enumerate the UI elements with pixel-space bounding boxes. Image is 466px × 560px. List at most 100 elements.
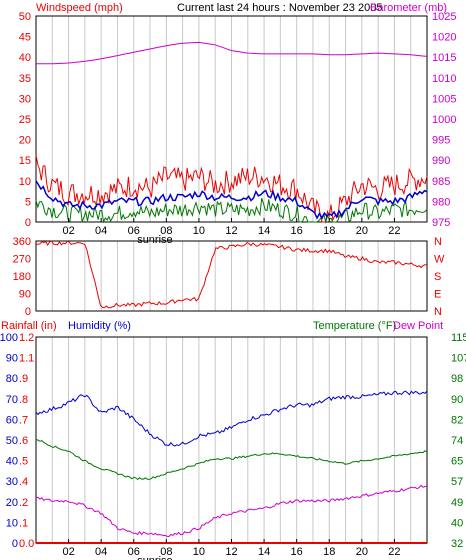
direction-gridlines (51, 241, 412, 311)
humidity-y-tick-label: 40 (6, 456, 18, 468)
temperature-y-tick-label: 32 (451, 538, 463, 550)
wind-low-line (35, 198, 428, 224)
humidity-y-ticks: 0 10 20 30 40 50 60 70 80 90 100 (0, 332, 18, 550)
humidity-y-tick-label: 90 (6, 353, 18, 365)
climate-x-tick-label: 22 (388, 546, 400, 558)
wind-y-tick-label: 45 (19, 32, 31, 44)
temperature-y-tick-label: 82 (451, 414, 463, 426)
humidity-axis-title: Humidity (%) (68, 320, 131, 332)
dewpoint-line (35, 484, 428, 538)
humidity-line (35, 390, 428, 447)
rainfall-y-tick-label: .8 (19, 394, 28, 406)
wind-y-tick-label: 5 (25, 196, 31, 208)
climate-x-tick-label: 20 (356, 546, 368, 558)
temperature-y-ticks: 32 40 49 57 65 74 82 90 98 107 115 (451, 332, 466, 550)
wind-gust-line (35, 155, 428, 223)
direction-plot-frame (35, 240, 428, 312)
barometer-y-tick-label: 1015 (432, 52, 456, 64)
climate-sunrise-label: sunrise (137, 555, 172, 560)
climate-gridlines (51, 337, 412, 543)
wind-x-tick-label: 08 (160, 225, 172, 237)
temperature-y-tick-label: 90 (451, 394, 463, 406)
barometer-y-tick-label: 1020 (432, 32, 456, 44)
temperature-y-tick-label: 115 (451, 332, 466, 344)
direction-degree-ticks: 0 90 180 270 360 (13, 236, 31, 318)
direction-compass-label: N (434, 306, 442, 318)
direction-degree-label: 270 (13, 254, 31, 266)
wind-sunrise-label: sunrise (137, 234, 172, 246)
direction-compass-label: S (434, 271, 441, 283)
climate-x-tick-label: 08 (160, 546, 172, 558)
barometer-axis-title: Barometer (mb) (370, 2, 447, 14)
humidity-y-tick-label: 0 (12, 538, 18, 550)
barometer-line (36, 41, 428, 65)
rainfall-y-tick-label: .5 (19, 456, 28, 468)
wind-x-tick-label: 22 (388, 225, 400, 237)
barometer-y-tick-label: 1010 (432, 73, 456, 85)
barometer-y-tick-label: 980 (432, 196, 450, 208)
rainfall-y-tick-label: .2 (19, 497, 28, 509)
windspeed-axis-title: Windspeed (mph) (36, 2, 123, 14)
barometer-y-tick-label: 995 (432, 135, 450, 147)
rainfall-y-tick-label: 1.2 (19, 332, 34, 344)
temperature-line (35, 438, 428, 481)
direction-compass-label: W (434, 254, 445, 266)
wind-x-tick-label: 10 (193, 225, 205, 237)
rainfall-y-tick-label: .9 (19, 373, 28, 385)
rainfall-y-tick-label: 0.0 (19, 538, 34, 550)
temperature-y-tick-label: 57 (451, 476, 463, 488)
wind-y-ticks: 0 5 10 15 20 25 30 35 40 45 50 (19, 11, 31, 229)
barometer-y-tick-label: 1005 (432, 93, 456, 105)
climate-x-tick-label: 14 (258, 546, 270, 558)
rainfall-y-tick-label: .1 (19, 517, 28, 529)
barometer-y-tick-label: 1000 (432, 114, 456, 126)
temperature-y-tick-label: 98 (451, 373, 463, 385)
wind-gridlines (51, 16, 412, 222)
panel-rain-humidity-temp: 0 10 20 30 40 50 60 70 80 90 100 0.0 .1 .2 .4 .5 .6 .7 .8… (0, 332, 466, 560)
wind-x-tick-label: 04 (95, 225, 107, 237)
wind-y-tick-label: 15 (19, 155, 31, 167)
climate-x-ticks: 02 04 06 08 10 12 14 16 18 20 22 sunrise (62, 539, 401, 560)
wind-x-tick-label: 16 (291, 225, 303, 237)
wind-y-tick-label: 20 (19, 135, 31, 147)
wind-y-tick-label: 10 (19, 176, 31, 188)
wind-x-tick-label: 02 (62, 225, 74, 237)
wind-y-tick-label: 50 (19, 11, 31, 23)
barometer-y-tick-label: 985 (432, 176, 450, 188)
temperature-y-tick-label: 40 (451, 517, 463, 529)
wind-x-ticks: 02 04 06 08 10 12 14 16 18 20 22 sunrise (62, 218, 401, 246)
wind-x-tick-label: 06 (128, 225, 140, 237)
humidity-y-tick-label: 10 (6, 517, 18, 529)
rainfall-y-tick-label: .4 (19, 476, 28, 488)
climate-x-tick-label: 10 (193, 546, 205, 558)
rainfall-y-tick-label: .6 (19, 435, 28, 447)
humidity-y-tick-label: 30 (6, 476, 18, 488)
wind-y-tick-label: 40 (19, 52, 31, 64)
temperature-axis-title: Temperature (°F) (313, 320, 396, 332)
rainfall-axis-title: Rainfall (in) (1, 320, 57, 332)
rainfall-y-tick-label: .7 (19, 414, 28, 426)
humidity-y-tick-label: 70 (6, 394, 18, 406)
temperature-y-tick-label: 74 (451, 435, 463, 447)
dewpoint-axis-title: Dew Point (393, 320, 443, 332)
direction-degree-label: 360 (13, 236, 31, 248)
climate-x-tick-label: 02 (62, 546, 74, 558)
wind-y-tick-label: 35 (19, 73, 31, 85)
climate-x-tick-label: 16 (291, 546, 303, 558)
direction-degree-label: 90 (19, 289, 31, 301)
climate-x-tick-label: 04 (95, 546, 107, 558)
temperature-y-tick-label: 65 (451, 456, 463, 468)
humidity-y-tick-label: 60 (6, 414, 18, 426)
wind-y-tick-label: 25 (19, 114, 31, 126)
barometer-y-tick-label: 990 (432, 155, 450, 167)
wind-x-tick-label: 18 (323, 225, 335, 237)
wind-average-line (35, 180, 428, 220)
chart-title: Current last 24 hours : November 23 2005 (177, 2, 382, 14)
humidity-y-tick-label: 20 (6, 497, 18, 509)
humidity-y-tick-label: 100 (0, 332, 18, 344)
barometer-y-tick-label: 975 (432, 217, 450, 229)
